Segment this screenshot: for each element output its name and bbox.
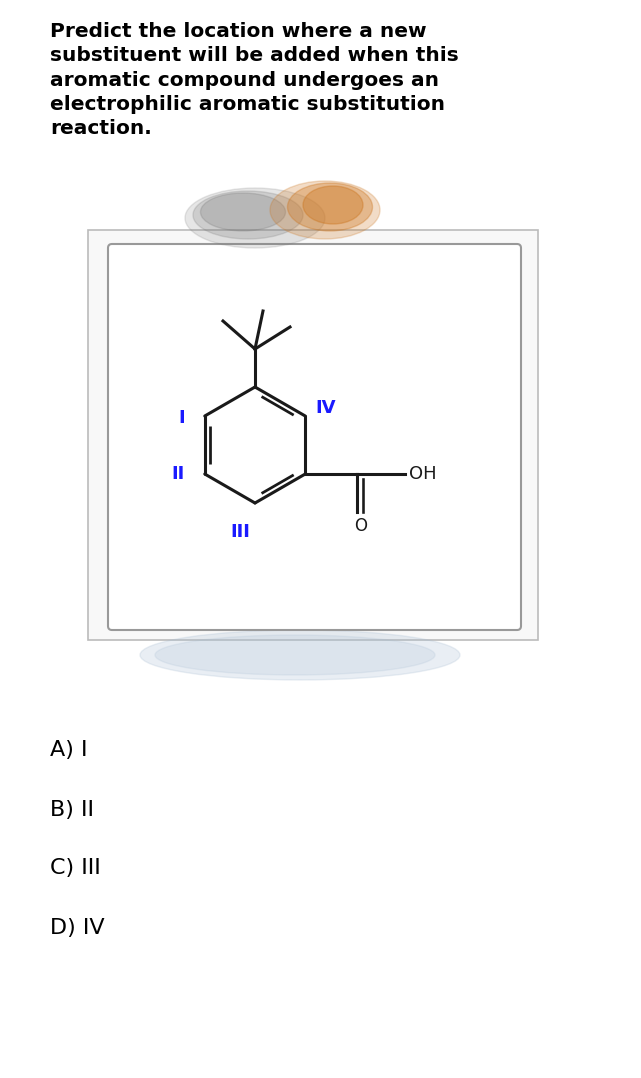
Ellipse shape xyxy=(140,630,460,680)
Text: B) II: B) II xyxy=(50,800,94,820)
Text: III: III xyxy=(230,523,250,541)
Text: C) III: C) III xyxy=(50,858,101,877)
Ellipse shape xyxy=(193,191,303,239)
Text: O: O xyxy=(354,517,367,535)
Ellipse shape xyxy=(185,188,325,248)
FancyBboxPatch shape xyxy=(88,230,538,640)
Ellipse shape xyxy=(288,183,372,231)
Ellipse shape xyxy=(270,181,380,239)
Text: D) IV: D) IV xyxy=(50,918,104,938)
Ellipse shape xyxy=(155,635,435,675)
Text: A) I: A) I xyxy=(50,740,88,760)
Ellipse shape xyxy=(303,186,363,224)
Text: Predict the location where a new
substituent will be added when this
aromatic co: Predict the location where a new substit… xyxy=(50,22,459,138)
Text: II: II xyxy=(172,465,185,483)
Text: IV: IV xyxy=(315,399,336,417)
Ellipse shape xyxy=(201,193,285,231)
Text: I: I xyxy=(178,409,185,427)
Text: OH: OH xyxy=(409,465,437,483)
FancyBboxPatch shape xyxy=(108,244,521,630)
